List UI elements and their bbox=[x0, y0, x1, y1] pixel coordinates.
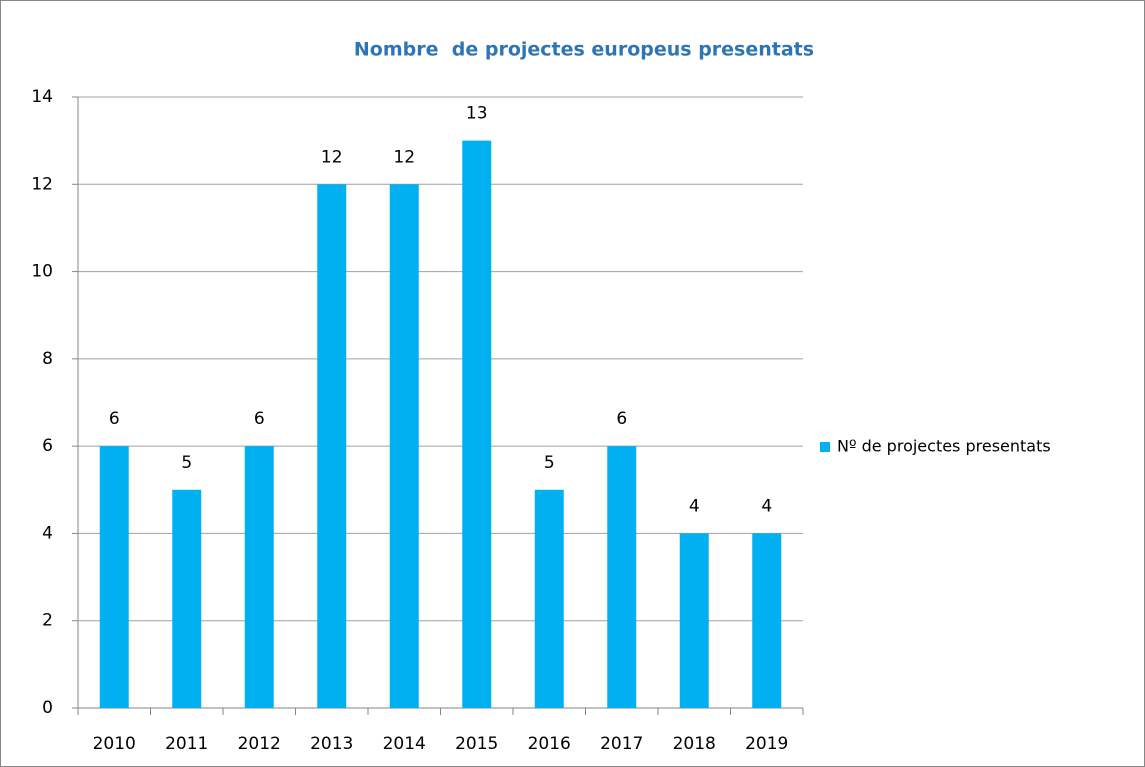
x-tick-label: 2016 bbox=[528, 734, 571, 754]
y-tick-label: 0 bbox=[42, 698, 53, 718]
x-tick-label: 2010 bbox=[93, 734, 136, 754]
bar bbox=[389, 184, 419, 709]
x-tick-label: 2014 bbox=[383, 734, 426, 754]
x-tick-label: 2013 bbox=[310, 734, 353, 754]
y-tick-label: 8 bbox=[42, 349, 53, 369]
y-tick-label: 14 bbox=[31, 87, 53, 107]
y-tick-label: 2 bbox=[42, 611, 53, 631]
data-label: 12 bbox=[393, 147, 415, 167]
data-label: 13 bbox=[466, 104, 488, 124]
x-tick-label: 2017 bbox=[600, 734, 643, 754]
data-label: 5 bbox=[181, 453, 192, 473]
bar bbox=[607, 446, 637, 708]
data-label: 12 bbox=[321, 147, 343, 167]
bar bbox=[244, 446, 274, 708]
x-tick-label: 2018 bbox=[673, 734, 716, 754]
x-tick-label: 2012 bbox=[238, 734, 281, 754]
bar bbox=[534, 489, 564, 708]
data-label: 6 bbox=[616, 409, 627, 429]
x-tick-label: 2019 bbox=[745, 734, 788, 754]
y-tick-label: 6 bbox=[42, 436, 53, 456]
bar bbox=[99, 446, 129, 708]
bar bbox=[317, 184, 347, 709]
legend-swatch bbox=[820, 442, 830, 452]
bar bbox=[679, 533, 709, 708]
y-tick-label: 10 bbox=[31, 262, 53, 282]
bar bbox=[172, 489, 202, 708]
y-tick-label: 12 bbox=[31, 174, 53, 194]
data-label: 4 bbox=[689, 496, 700, 516]
data-label: 6 bbox=[254, 409, 265, 429]
bar bbox=[462, 140, 492, 709]
data-label: 4 bbox=[761, 496, 772, 516]
y-tick-label: 4 bbox=[42, 523, 53, 543]
data-label: 6 bbox=[109, 409, 120, 429]
data-label: 5 bbox=[544, 453, 555, 473]
legend-label: Nº de projectes presentats bbox=[837, 437, 1051, 456]
x-tick-label: 2011 bbox=[165, 734, 208, 754]
x-tick-label: 2015 bbox=[455, 734, 498, 754]
chart-title: Nombre de projectes europeus presentats bbox=[354, 39, 814, 61]
bar bbox=[752, 533, 782, 708]
